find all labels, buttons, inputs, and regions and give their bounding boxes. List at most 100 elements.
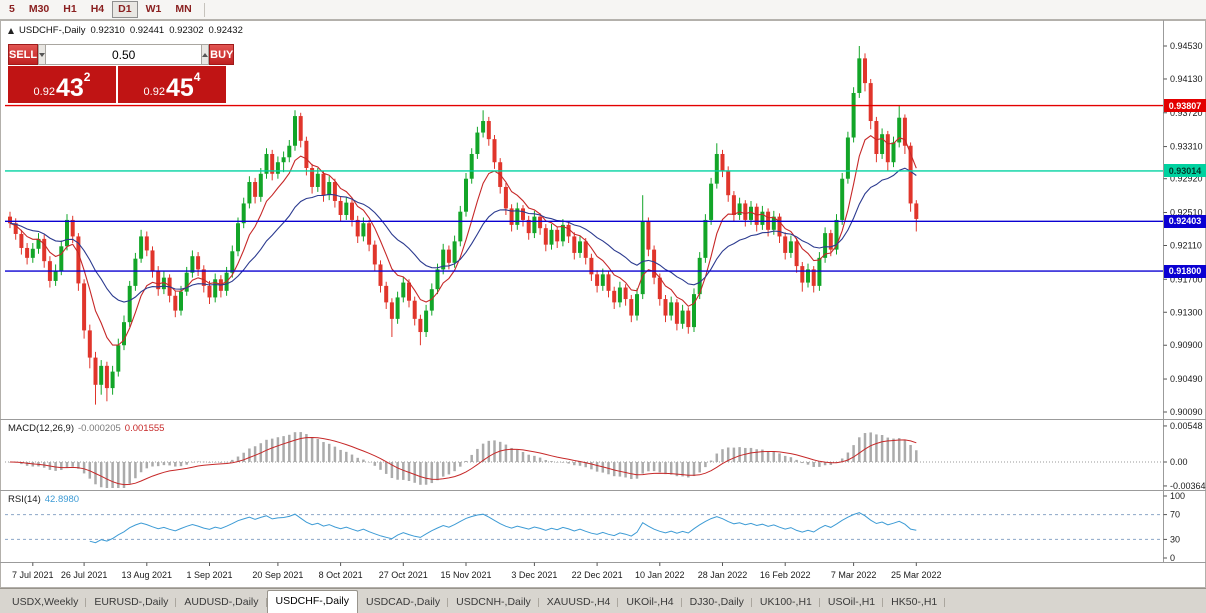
axis-label: 0.90900: [1170, 340, 1203, 350]
ohlc-open: 0.92310: [90, 25, 125, 36]
ohlc-low: 0.92302: [169, 25, 204, 36]
macd-value-1: -0.000205: [78, 423, 121, 434]
tab-usoil-h1[interactable]: USOil-,H1: [820, 592, 884, 613]
axis-label: 30: [1170, 534, 1180, 544]
macd-value-2: 0.001555: [124, 423, 165, 434]
buy-price-big: 45: [165, 74, 194, 102]
axis-label: 8 Oct 2021: [319, 570, 363, 580]
axis-label: 0.94530: [1170, 41, 1203, 51]
tab-uk100-h1[interactable]: UK100-,H1: [752, 592, 820, 613]
tab-eurusd-daily[interactable]: EURUSD-,Daily: [86, 592, 177, 613]
buy-price-display[interactable]: 0.92 45 4: [118, 66, 226, 103]
ohlc-close: 0.92432: [208, 25, 243, 36]
axis-label: 1 Sep 2021: [186, 570, 232, 580]
tab-dj30-daily[interactable]: DJ30-,Daily: [682, 592, 753, 613]
timeframe-button-h1[interactable]: H1: [63, 3, 77, 15]
axis-label: 0.90090: [1170, 407, 1203, 417]
sell-price-pipette: 2: [83, 70, 91, 84]
axis-label: 3 Dec 2021: [511, 570, 557, 580]
axis-label: 16 Feb 2022: [760, 570, 811, 580]
buy-button[interactable]: BUY: [209, 44, 235, 65]
axis-label: 7 Jul 2021: [12, 570, 54, 580]
axis-label: 7 Mar 2022: [831, 570, 877, 580]
timeframe-button-w1[interactable]: W1: [145, 3, 162, 15]
axis-label: 27 Oct 2021: [379, 570, 428, 580]
timeframe-toolbar: 5 M30 H1 H4 D1 W1 MN: [0, 0, 1206, 20]
tab-usdchf-daily[interactable]: USDCHF-,Daily: [266, 590, 359, 613]
price-level-badge: 0.93014: [1164, 164, 1206, 178]
axis-label: 15 Nov 2021: [440, 570, 491, 580]
axis-label: 10 Jan 2022: [635, 570, 685, 580]
symbol-marker-icon: [8, 27, 14, 34]
chart-symbol-period: USDCHF-,Daily: [19, 25, 86, 36]
timeframe-button-h4[interactable]: H4: [90, 3, 105, 15]
timeframe-buttons: 5 M30 H1 H4 D1 W1 MN: [2, 1, 199, 18]
timeframe-button-5[interactable]: 5: [9, 3, 15, 15]
tab-audusd-daily[interactable]: AUDUSD-,Daily: [176, 592, 267, 613]
sell-button[interactable]: SELL: [8, 44, 39, 65]
axis-label: 0.93310: [1170, 142, 1203, 152]
axis-label: 70: [1170, 510, 1180, 520]
tab-usdx-weekly[interactable]: USDX,Weekly: [4, 592, 87, 613]
buy-price-prefix: 0.92: [143, 86, 165, 98]
axis-label: 28 Jan 2022: [698, 570, 748, 580]
axis-label: 0: [1170, 553, 1175, 563]
ma-slow-line: [9, 167, 917, 303]
timeframe-button-d1[interactable]: D1: [112, 1, 138, 18]
sell-button-label: SELL: [9, 48, 38, 61]
tab-usdcad-daily[interactable]: USDCAD-,Daily: [358, 592, 449, 613]
macd-histogram: [8, 432, 918, 488]
toolbar-divider: [203, 2, 205, 17]
sell-price-display[interactable]: 0.92 43 2: [8, 66, 116, 103]
volume-decrease-button[interactable]: [38, 44, 47, 65]
axis-label: 0.94130: [1170, 74, 1203, 84]
axis-label: 0.92920: [1170, 174, 1203, 184]
macd-name: MACD(12,26,9): [8, 423, 74, 434]
rsi-label: RSI(14) 42.8980: [8, 494, 79, 505]
sell-price-big: 43: [55, 74, 84, 102]
timeframe-button-mn[interactable]: MN: [175, 3, 192, 15]
axis-label: 100: [1170, 491, 1185, 501]
rsi-name: RSI(14): [8, 494, 41, 505]
timeframe-button-m30[interactable]: M30: [28, 3, 50, 15]
axis-label: 22 Dec 2021: [572, 570, 623, 580]
price-level-badge: 0.91800: [1164, 264, 1206, 278]
axis-label: 0.91700: [1170, 274, 1203, 284]
axis-label: 25 Mar 2022: [891, 570, 942, 580]
chevron-up-icon: [202, 52, 209, 57]
buy-price-pipette: 4: [193, 70, 201, 84]
rsi-line: [89, 512, 917, 544]
tab-usdcnh-daily[interactable]: USDCNH-,Daily: [448, 592, 539, 613]
axis-label: 20 Sep 2021: [252, 570, 303, 580]
price-level-badge: 0.93807: [1164, 99, 1206, 113]
macd-signal-line: [9, 436, 917, 486]
axis-label: 13 Aug 2021: [122, 570, 173, 580]
symbol-tab-bar: USDX,Weekly EURUSD-,Daily AUDUSD-,Daily USD…: [0, 588, 1206, 613]
axis-label: 0.00: [1170, 457, 1188, 467]
macd-label: MACD(12,26,9) -0.000205 0.001555: [8, 423, 164, 434]
rsi-value: 42.8980: [44, 494, 80, 505]
ohlc-high: 0.92441: [129, 25, 165, 36]
price-level-badge: 0.92403: [1164, 214, 1206, 228]
volume-input[interactable]: [46, 44, 202, 65]
axis-label: -0.00364: [1170, 481, 1206, 491]
axis-label: 0.92510: [1170, 208, 1203, 218]
tab-hk50-h1[interactable]: HK50-,H1: [883, 592, 946, 613]
chart-header: USDCHF-,Daily 0.92310 0.92441 0.92302 0.…: [8, 25, 243, 36]
axis-label: 0.90490: [1170, 374, 1203, 384]
chevron-down-icon: [39, 52, 46, 57]
volume-increase-button[interactable]: [201, 44, 210, 65]
tab-ukoil-h4[interactable]: UKOil-,H4: [618, 592, 682, 613]
axis-label: 26 Jul 2021: [61, 570, 108, 580]
ma-fast-line: [9, 135, 917, 346]
axis-label: 0.93720: [1170, 108, 1203, 118]
buy-button-label: BUY: [210, 48, 234, 61]
axis-label: 0.91300: [1170, 307, 1203, 317]
axis-label: 0.92110: [1170, 240, 1202, 250]
sell-price-prefix: 0.92: [33, 86, 55, 98]
axis-label: 0.00548: [1170, 421, 1203, 431]
tab-xauusd-h4[interactable]: XAUUSD-,H4: [539, 592, 619, 613]
